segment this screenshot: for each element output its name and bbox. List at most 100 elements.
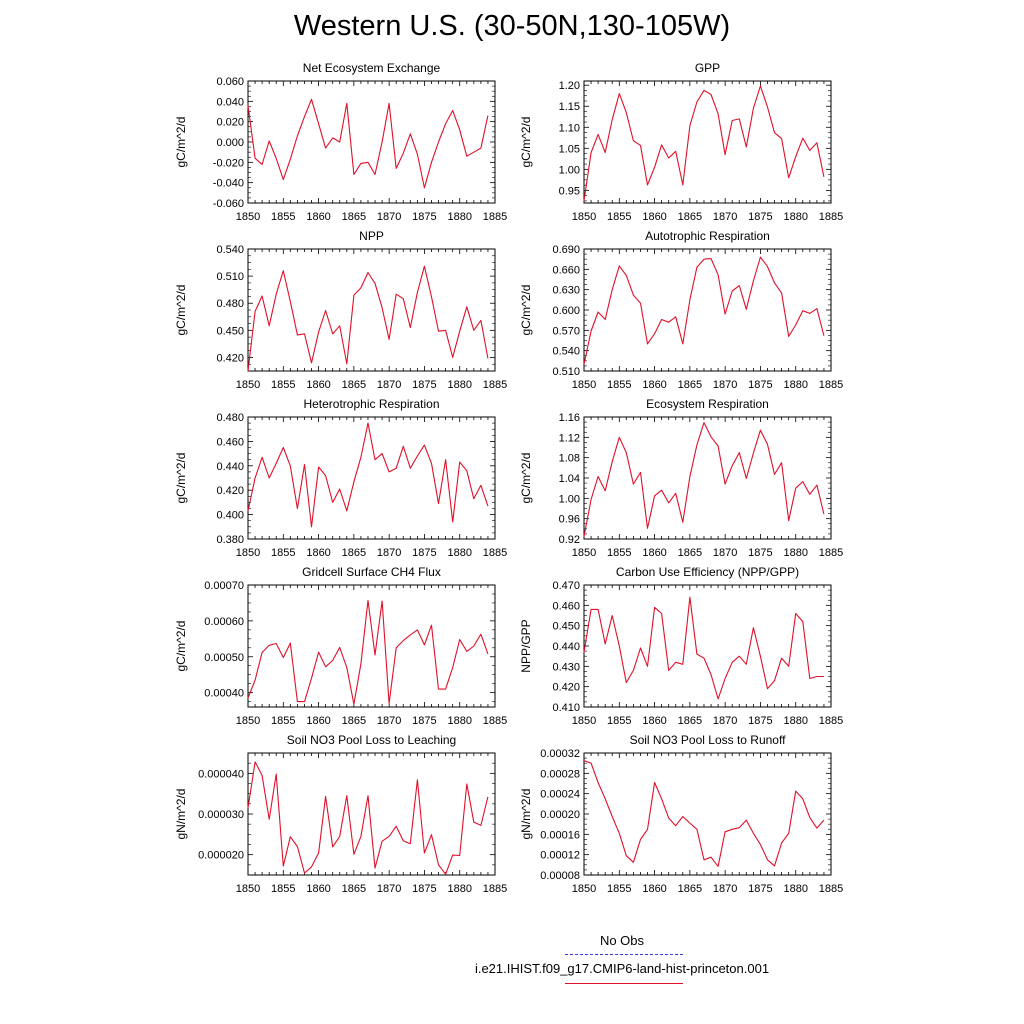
- x-tick-label: 1875: [412, 883, 436, 895]
- y-axis-label: gC/m^2/d: [174, 621, 188, 672]
- x-tick-label: 1880: [447, 211, 471, 223]
- y-tick-label: 0.480: [216, 412, 244, 424]
- x-tick-label: 1865: [342, 379, 366, 391]
- y-tick-label: 0.540: [552, 346, 580, 358]
- y-tick-label: 0.470: [552, 580, 580, 592]
- y-tick-label: 1.08: [559, 453, 580, 465]
- x-tick-label: 1865: [678, 715, 702, 727]
- x-tick-label: 1850: [236, 547, 260, 559]
- x-tick-label: 1860: [642, 379, 666, 391]
- y-axis-label: gC/m^2/d: [519, 285, 533, 336]
- x-tick-label: 1885: [483, 211, 507, 223]
- x-tick-label: 1875: [748, 211, 772, 223]
- x-tick-label: 1880: [783, 547, 807, 559]
- y-tick-label: 0.660: [552, 264, 580, 276]
- chart-panel: 1850 1855 1860 1865 1870 1875 1880 1885 0.470 0.4…: [519, 565, 843, 727]
- panel-title: Soil NO3 Pool Loss to Leaching: [287, 733, 456, 747]
- chart-panel: 1850 1855 1860 1865 1870 1875 1880 1885 0.540 0.5…: [174, 229, 507, 391]
- y-tick-label: 1.12: [559, 432, 580, 444]
- y-tick-label: -0.040: [213, 178, 244, 190]
- x-tick-label: 1855: [271, 715, 295, 727]
- x-tick-label: 1885: [819, 211, 843, 223]
- panel-title: Heterotrophic Respiration: [303, 397, 439, 411]
- plot-frame: [247, 584, 496, 708]
- x-tick-label: 1855: [271, 379, 295, 391]
- plot-frame: [247, 80, 496, 204]
- y-tick-label: 0.040: [216, 96, 244, 108]
- x-tick-label: 1850: [572, 715, 596, 727]
- x-tick-label: 1870: [377, 715, 401, 727]
- plot-frame: [583, 80, 832, 204]
- x-tick-label: 1865: [342, 883, 366, 895]
- y-tick-label: 1.00: [559, 164, 580, 176]
- series-line: [583, 422, 825, 537]
- x-tick-label: 1870: [713, 211, 737, 223]
- x-tick-label: 1875: [748, 715, 772, 727]
- x-tick-label: 1880: [783, 883, 807, 895]
- y-tick-label: 1.05: [559, 143, 580, 155]
- chart-panel: 1850 1855 1860 1865 1870 1875 1880 1885 0.690 0.6…: [519, 229, 843, 391]
- chart-panel: 1850 1855 1860 1865 1870 1875 1880 1885 1.20 1.15…: [519, 61, 843, 223]
- y-axis-label: gN/m^2/d: [174, 789, 188, 840]
- series-line: [247, 98, 489, 189]
- y-tick-label: 0.630: [552, 285, 580, 297]
- y-tick-label: -0.020: [213, 157, 244, 169]
- y-tick-label: 0.060: [216, 76, 244, 88]
- y-tick-label: 0.00028: [540, 768, 580, 780]
- x-tick-label: 1885: [483, 715, 507, 727]
- x-tick-label: 1875: [748, 379, 772, 391]
- y-tick-label: 0.00032: [540, 748, 580, 760]
- legend-obs-label: No Obs: [599, 933, 645, 948]
- x-tick-label: 1850: [572, 547, 596, 559]
- y-tick-label: 0.410: [552, 702, 580, 714]
- y-tick-label: 0.380: [216, 534, 244, 546]
- x-tick-label: 1850: [572, 211, 596, 223]
- x-tick-label: 1885: [819, 379, 843, 391]
- y-tick-label: 0.00016: [540, 829, 580, 841]
- x-tick-label: 1875: [412, 211, 436, 223]
- series-line: [583, 760, 825, 867]
- x-tick-label: 1880: [783, 379, 807, 391]
- x-tick-label: 1870: [377, 211, 401, 223]
- x-tick-label: 1860: [642, 211, 666, 223]
- y-tick-label: 0.440: [552, 641, 580, 653]
- panel-title: Soil NO3 Pool Loss to Runoff: [630, 733, 787, 747]
- y-tick-label: 0.460: [552, 600, 580, 612]
- x-tick-label: 1855: [607, 211, 631, 223]
- y-tick-label: 0.420: [216, 485, 244, 497]
- y-tick-label: 0.00060: [204, 616, 244, 628]
- y-tick-label: 0.540: [216, 244, 244, 256]
- y-tick-label: 0.420: [216, 352, 244, 364]
- x-tick-label: 1865: [678, 883, 702, 895]
- x-tick-label: 1880: [447, 547, 471, 559]
- x-tick-label: 1850: [572, 883, 596, 895]
- x-tick-label: 1855: [607, 715, 631, 727]
- series-line: [247, 422, 489, 528]
- panel-title: Net Ecosystem Exchange: [303, 61, 441, 75]
- x-tick-label: 1860: [642, 883, 666, 895]
- panel-title: Gridcell Surface CH4 Flux: [302, 565, 441, 579]
- plot-frame: [583, 752, 832, 876]
- x-tick-label: 1860: [642, 547, 666, 559]
- series-line: [247, 599, 489, 705]
- chart-panel: 1850 1855 1860 1865 1870 1875 1880 1885 0.060 0.0…: [174, 61, 507, 223]
- x-tick-label: 1870: [377, 883, 401, 895]
- y-tick-label: 1.04: [559, 473, 580, 485]
- x-tick-label: 1860: [306, 379, 330, 391]
- x-tick-label: 1885: [483, 547, 507, 559]
- y-tick-label: 0.510: [552, 366, 580, 378]
- x-tick-label: 1885: [483, 379, 507, 391]
- y-tick-label: 1.20: [559, 80, 580, 92]
- x-tick-label: 1885: [819, 715, 843, 727]
- x-tick-label: 1880: [783, 211, 807, 223]
- chart-panel: 1850 1855 1860 1865 1870 1875 1880 1885 0.000040…: [174, 733, 507, 895]
- x-tick-label: 1865: [342, 715, 366, 727]
- legend-obs-line: [565, 954, 683, 955]
- x-tick-label: 1870: [713, 715, 737, 727]
- y-tick-label: 0.00070: [204, 580, 244, 592]
- y-tick-label: 0.00040: [204, 688, 244, 700]
- x-tick-label: 1865: [678, 547, 702, 559]
- y-tick-label: 0.00024: [540, 789, 580, 801]
